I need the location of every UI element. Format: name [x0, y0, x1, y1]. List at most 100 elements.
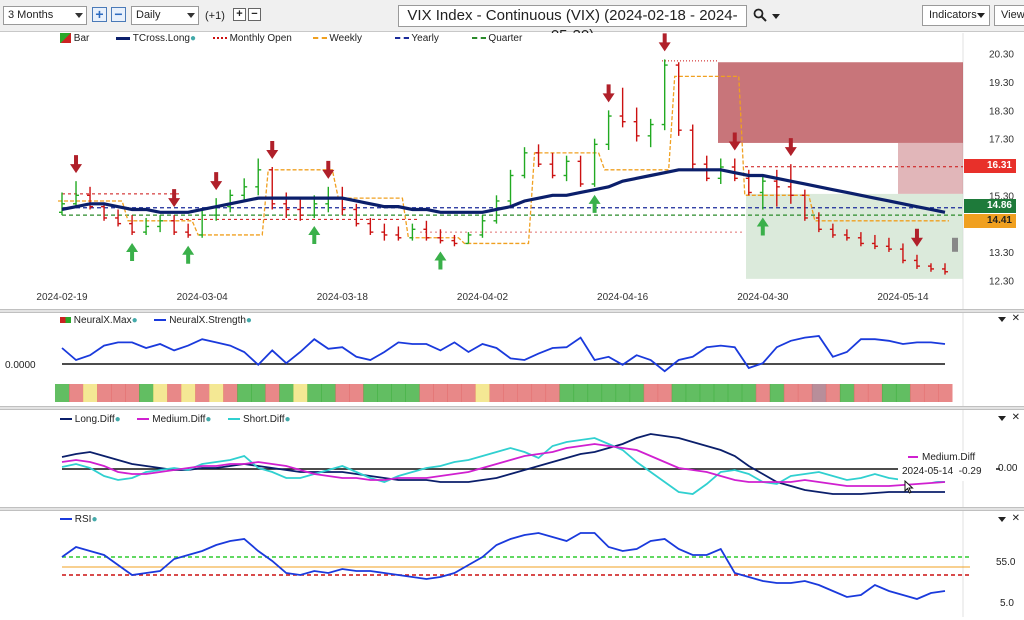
- neuralx-max-block: [475, 384, 490, 402]
- price-label-monthly: 16.31: [964, 159, 1016, 173]
- neuralx-max-block: [223, 384, 238, 402]
- legend-bar: Bar: [73, 33, 90, 44]
- neuralx-max-block: [755, 384, 771, 402]
- neuralx-max-block: [181, 384, 196, 402]
- medium-diff-line: [61, 443, 946, 487]
- pane-separator[interactable]: [0, 406, 1024, 410]
- ohlc-bar: [577, 155, 584, 187]
- rsi-chart[interactable]: [0, 511, 1024, 617]
- neuralx-max-block: [881, 384, 897, 402]
- neuralx-strength-line: [61, 335, 946, 373]
- neuralx-strength-swatch: [154, 319, 167, 322]
- ohlc-bar: [899, 243, 906, 264]
- neuralx-max-block: [601, 384, 617, 402]
- diff-pane[interactable]: Long.Diff● Medium.Diff● Short.Diff● Medi…: [0, 410, 1024, 508]
- price-label-yearly: 14.86: [964, 199, 1016, 213]
- neuralx-max-swatch: [60, 317, 71, 324]
- diff-chart[interactable]: [0, 410, 1024, 508]
- pane-separator[interactable]: [0, 309, 1024, 313]
- neuralx-max-block: [643, 384, 659, 402]
- pane-menu-icon[interactable]: [998, 416, 1006, 421]
- legend-monthly-open: Monthly Open: [229, 33, 292, 44]
- tooltip-series: Medium.Diff: [922, 452, 976, 463]
- price-pane[interactable]: 20.30 19.30 18.30 17.30 15.30 13.30 12.30 2024-…: [0, 33, 1024, 310]
- rsi-pane[interactable]: RSI● 55.0 5.0 ✕: [0, 511, 1024, 617]
- neuralx-max-block: [811, 384, 827, 402]
- close-pane-icon[interactable]: ✕: [1011, 513, 1020, 524]
- ohlc-bar: [157, 215, 164, 233]
- neuralx-max-block: [321, 384, 336, 402]
- neuralx-max-block: [545, 384, 561, 402]
- ohlc-bar: [759, 175, 766, 210]
- ohlc-bar: [283, 192, 290, 218]
- ohlc-bar: [675, 62, 682, 136]
- neuralx-max-block: [265, 384, 280, 402]
- rsi-tick-5: 5.0: [1000, 598, 1014, 609]
- legend-neuralx-strength: NeuralX.Strength: [169, 315, 246, 326]
- close-pane-icon[interactable]: ✕: [1011, 412, 1020, 423]
- price-chart[interactable]: 20.30 19.30 18.30 17.30 15.30 13.30 12.30 2024-…: [0, 33, 1024, 310]
- offset-plus-button[interactable]: +: [233, 8, 246, 21]
- interval-select[interactable]: Daily: [131, 6, 199, 25]
- legend-tcross: TCross.Long: [132, 33, 190, 44]
- neuralx-max-block: [867, 384, 883, 402]
- price-legend: Bar TCross.Long● Monthly Open Weekly Yea…: [60, 33, 522, 44]
- x-tick-label: 2024-03-04: [177, 292, 229, 303]
- pane-menu-icon[interactable]: [998, 517, 1006, 522]
- chevron-down-icon: [75, 13, 83, 18]
- symbol-title[interactable]: VIX Index - Continuous (VIX) (2024-02-18…: [398, 5, 747, 44]
- pane-menu-icon[interactable]: [998, 317, 1006, 322]
- rsi-line: [61, 532, 946, 600]
- ohlc-bar: [521, 147, 528, 179]
- ohlc-bar: [241, 178, 248, 201]
- x-tick-label: 2024-05-14: [877, 292, 929, 303]
- buy-arrow-icon: [756, 217, 769, 236]
- ohlc-bar: [409, 223, 416, 241]
- ohlc-bar: [549, 152, 556, 179]
- neuralx-max-block: [377, 384, 392, 402]
- offset-minus-button[interactable]: −: [248, 8, 261, 21]
- sell-arrow-icon: [910, 228, 923, 247]
- neuralx-max-block: [671, 384, 687, 402]
- sell-arrow-icon: [168, 189, 181, 208]
- neural-pane[interactable]: NeuralX.Max● NeuralX.Strength● 0.0000 ✕: [0, 313, 1024, 407]
- ohlc-bar: [507, 169, 514, 207]
- ohlc-bar: [381, 223, 388, 241]
- ohlc-bar: [885, 237, 892, 252]
- sell-arrow-icon: [266, 141, 279, 159]
- ohlc-bar: [59, 192, 65, 216]
- add-period-button[interactable]: +: [92, 7, 107, 22]
- toolbar: 3 Months + − Daily (+1) + − VIX Index - …: [0, 0, 1024, 44]
- ohlc-bar: [591, 138, 598, 187]
- ohlc-bar: [199, 209, 206, 238]
- neuralx-max-block: [293, 384, 308, 402]
- views-button[interactable]: Views: [994, 5, 1024, 26]
- sell-arrow-icon: [728, 132, 741, 151]
- neuralx-max-block: [685, 384, 701, 402]
- yearly-swatch: [394, 37, 409, 40]
- bar-legend-icon: [60, 33, 71, 44]
- neuralx-max-block: [209, 384, 224, 402]
- neuralx-max-block: [97, 384, 112, 402]
- neuralx-max-block: [125, 384, 140, 402]
- neuralx-max-block: [699, 384, 715, 402]
- ohlc-bar: [73, 181, 80, 207]
- period-select[interactable]: 3 Months: [3, 6, 87, 25]
- pane-separator[interactable]: [0, 507, 1024, 511]
- neuralx-max-block: [839, 384, 855, 402]
- neural-chart[interactable]: [0, 313, 1024, 407]
- search-dropdown-icon[interactable]: [772, 14, 780, 19]
- close-pane-icon[interactable]: ✕: [1011, 313, 1020, 324]
- remove-period-button[interactable]: −: [111, 7, 126, 22]
- resistance-zone-right: [898, 142, 963, 194]
- neuralx-max-block: [587, 384, 603, 402]
- rsi-tick-55: 55.0: [996, 557, 1016, 568]
- neuralx-max-block: [433, 384, 448, 402]
- indicators-button[interactable]: Indicators: [922, 5, 990, 26]
- neuralx-max-block: [853, 384, 869, 402]
- legend-weekly: Weekly: [329, 33, 363, 44]
- ohlc-bar: [731, 158, 738, 182]
- neuralx-max-block: [461, 384, 476, 402]
- magnifier-icon[interactable]: [753, 8, 767, 25]
- sell-arrow-icon: [602, 84, 615, 103]
